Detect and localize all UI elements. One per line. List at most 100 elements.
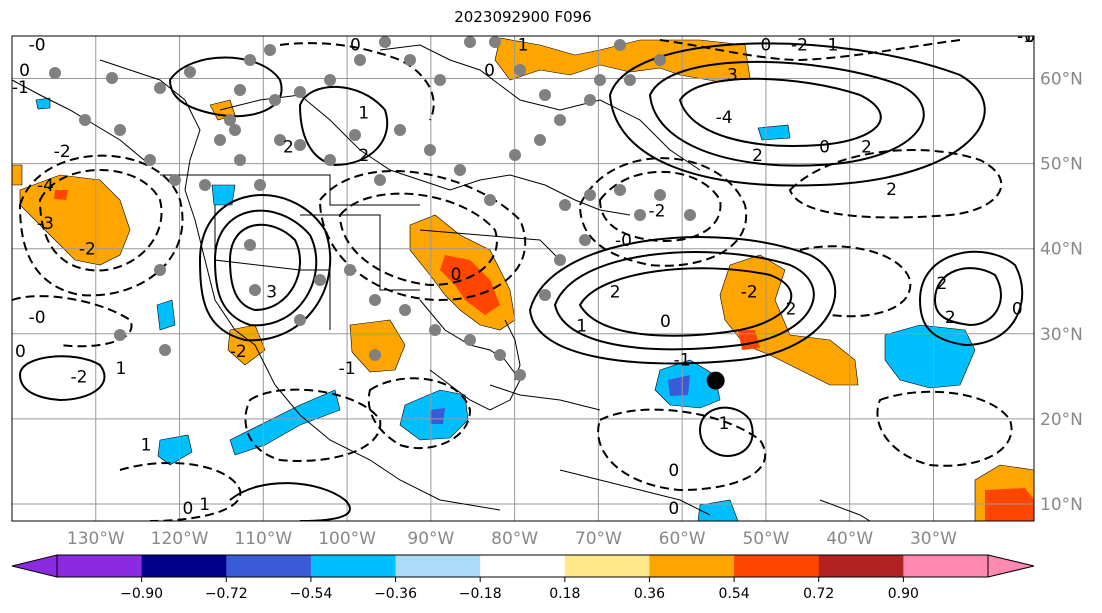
positive-anomaly-region xyxy=(349,319,406,373)
station-dot xyxy=(424,144,436,156)
contour-label: 2 xyxy=(786,299,797,319)
negative-anomaly-region xyxy=(35,97,51,110)
lon-tick-label: 110°W xyxy=(234,529,292,549)
lon-tick-label: 40°W xyxy=(826,529,873,549)
station-dot xyxy=(79,114,91,126)
contour-label: -2 xyxy=(741,282,758,302)
station-dot xyxy=(199,179,211,191)
lat-tick-label: 40°N xyxy=(1040,240,1083,260)
colorbar-swatch xyxy=(734,555,820,577)
station-dot xyxy=(234,154,246,166)
colorbar-tick-label: −0.36 xyxy=(374,586,417,602)
latitude-labels: 10°N 20°N 30°N 40°N 50°N 60°N xyxy=(1040,70,1083,515)
colorbar-tick-label: −0.72 xyxy=(205,586,248,602)
contour-label: 2 xyxy=(752,146,763,166)
station-dot xyxy=(324,154,336,166)
station-dot xyxy=(369,349,381,361)
strong-negative-anomaly-region xyxy=(430,408,445,424)
colorbar-tick-label: −0.18 xyxy=(459,586,502,602)
station-dot xyxy=(514,64,526,76)
station-dot xyxy=(294,139,306,151)
station-dot xyxy=(614,184,626,196)
station-dot xyxy=(349,129,361,141)
station-dot xyxy=(214,134,226,146)
station-dot xyxy=(379,36,391,48)
station-dot xyxy=(654,189,666,201)
colorbar-tick-label: 0.36 xyxy=(634,586,665,602)
station-dot xyxy=(354,54,366,66)
contour-label: -0 xyxy=(615,231,632,251)
station-dot xyxy=(429,324,441,336)
station-dot xyxy=(454,164,466,176)
station-dot xyxy=(554,254,566,266)
contour-label: 0 xyxy=(350,36,361,56)
colorbar-swatch xyxy=(903,555,989,577)
station-dot xyxy=(294,314,306,326)
station-dot xyxy=(404,54,416,66)
colorbar-extend-low xyxy=(11,554,58,578)
contour-label: 3 xyxy=(727,65,738,85)
colorbar-tick-label: −0.54 xyxy=(289,586,332,602)
station-dot xyxy=(254,179,266,191)
station-dot xyxy=(559,199,571,211)
contour-label: -1 xyxy=(1017,27,1034,47)
station-dot xyxy=(49,67,61,79)
contour-label: -1 xyxy=(674,350,691,370)
strong-positive-anomaly-region xyxy=(54,190,68,200)
lon-tick-label: 70°W xyxy=(575,529,622,549)
contour-label: 0 xyxy=(819,138,830,158)
contour-label: -2 xyxy=(791,36,808,56)
contour-label: 3 xyxy=(266,282,277,302)
station-dot xyxy=(314,274,326,286)
lat-tick-label: 10°N xyxy=(1040,495,1083,515)
station-dot xyxy=(434,74,446,86)
lon-tick-label: 100°W xyxy=(318,529,376,549)
contour-label: 1 xyxy=(518,36,529,56)
colorbar-swatch xyxy=(480,555,566,577)
lon-tick-label: 120°W xyxy=(151,529,209,549)
negative-anomaly-region xyxy=(229,389,341,456)
contour-label: -2 xyxy=(79,240,96,260)
lon-tick-label: 80°W xyxy=(491,529,538,549)
colorbar-extend-high xyxy=(987,554,1035,578)
contour-label: 0 xyxy=(19,61,30,81)
contour-label: -1 xyxy=(339,359,356,379)
lon-tick-label: 30°W xyxy=(910,529,957,549)
contour-lines xyxy=(12,39,1024,521)
contour-label: -4 xyxy=(716,108,733,128)
station-dot xyxy=(369,294,381,306)
contour-label: 0 xyxy=(484,61,495,81)
colorbar-swatch xyxy=(649,555,735,577)
station-dot xyxy=(224,114,236,126)
lat-tick-label: 60°N xyxy=(1040,70,1083,90)
contour-label: 0 xyxy=(660,312,671,332)
station-dot xyxy=(584,189,596,201)
station-dots xyxy=(49,36,696,381)
storm-center-marker xyxy=(706,371,725,390)
colorbar-tick-label: 0.72 xyxy=(803,586,834,602)
contour-label: 0 xyxy=(15,342,26,362)
colorbar-tick-label: 0.18 xyxy=(549,586,580,602)
station-dot xyxy=(114,329,126,341)
negative-anomaly-region xyxy=(157,434,193,466)
colorbar-swatch xyxy=(141,555,227,577)
strong-positive-anomaly-region xyxy=(985,488,1034,521)
station-dot xyxy=(344,264,356,276)
station-dot xyxy=(184,66,196,78)
station-dot xyxy=(539,89,551,101)
colorbar-tick-label: 0.90 xyxy=(888,586,919,602)
contour-label: -0 xyxy=(29,308,46,328)
station-dot xyxy=(489,36,501,48)
contour-label: 2 xyxy=(610,282,621,302)
contour-label: -2 xyxy=(230,342,247,362)
map-frame xyxy=(11,35,1035,522)
longitude-labels: 130°W 120°W 110°W 100°W 90°W 80°W 70°W 60°W 50°W… xyxy=(67,529,957,549)
station-dot xyxy=(244,239,256,251)
contour-label: 2 xyxy=(861,138,872,158)
contour-label: -2 xyxy=(71,367,88,387)
contour-label: 1 xyxy=(719,414,730,434)
station-dot xyxy=(514,369,526,381)
negative-anomaly-region xyxy=(757,124,791,141)
negative-anomaly-region xyxy=(211,184,236,206)
